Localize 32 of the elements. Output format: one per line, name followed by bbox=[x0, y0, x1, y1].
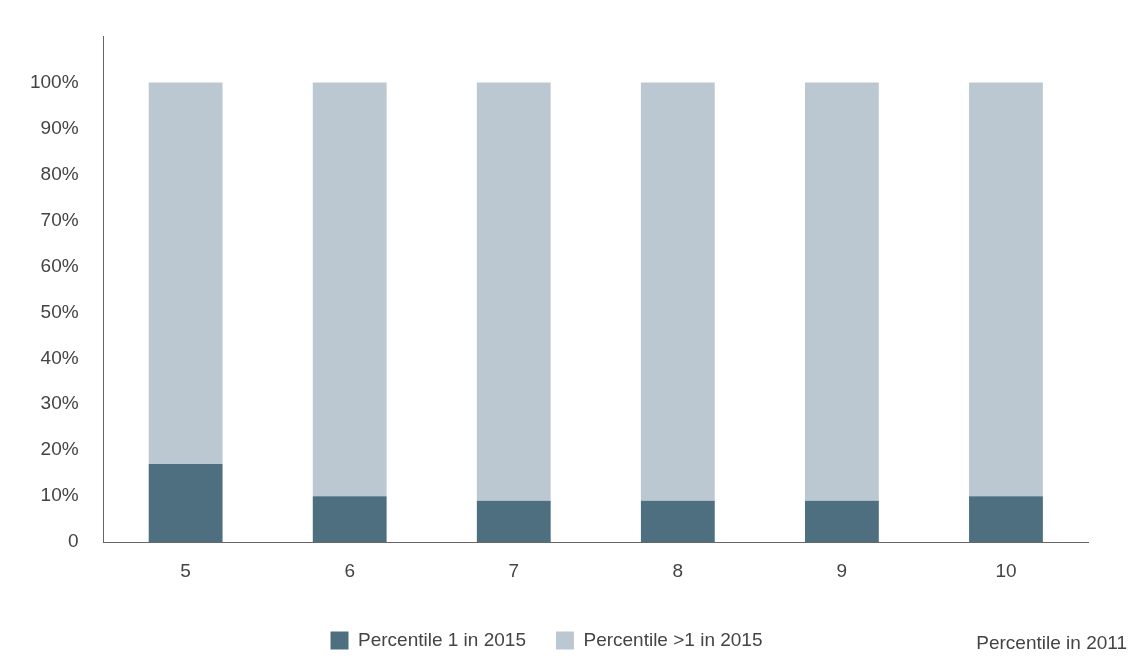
y-tick-label: 30% bbox=[40, 392, 79, 414]
bar bbox=[312, 496, 387, 543]
legend-label: Percentile >1 in 2015 bbox=[583, 628, 763, 650]
bar bbox=[804, 500, 879, 543]
y-tick-label: 40% bbox=[40, 346, 79, 368]
legend-label: Percentile 1 in 2015 bbox=[358, 628, 526, 650]
y-tick-label: 50% bbox=[40, 300, 79, 322]
bar bbox=[476, 82, 551, 501]
y-tick-label: 80% bbox=[40, 162, 79, 184]
y-tick-label: 90% bbox=[40, 116, 79, 138]
bar bbox=[148, 82, 223, 465]
x-axis-title: Percentile in 2011 bbox=[976, 632, 1127, 654]
x-tick-label: 10 bbox=[995, 559, 1017, 581]
bar bbox=[640, 500, 715, 543]
bar bbox=[969, 82, 1043, 497]
x-tick-label: 9 bbox=[836, 559, 848, 581]
x-tick-label: 6 bbox=[344, 559, 355, 581]
bar bbox=[804, 82, 879, 501]
y-tick-label: 60% bbox=[40, 254, 79, 276]
bar bbox=[312, 82, 387, 497]
x-tick-label: 8 bbox=[672, 559, 684, 581]
y-tick-label: 100% bbox=[29, 70, 79, 92]
y-tick-label: 10% bbox=[40, 484, 79, 506]
x-tick-label: 5 bbox=[180, 559, 191, 581]
bar bbox=[640, 82, 715, 501]
bar bbox=[969, 496, 1043, 543]
y-tick-label: 0 bbox=[68, 530, 79, 552]
bar bbox=[148, 464, 223, 543]
bar bbox=[476, 500, 551, 543]
y-tick-label: 20% bbox=[40, 438, 79, 460]
y-tick-label: 70% bbox=[40, 208, 79, 230]
x-tick-label: 7 bbox=[508, 559, 520, 581]
